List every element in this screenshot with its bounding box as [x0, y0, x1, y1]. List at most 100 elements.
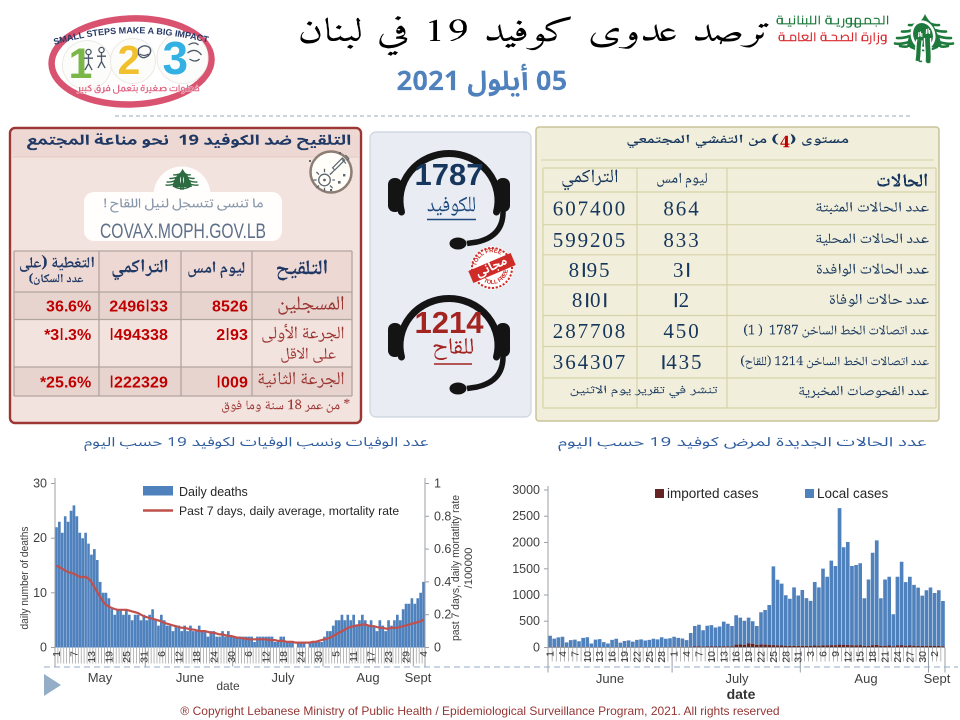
svg-text:4: 4	[681, 651, 693, 657]
svg-text:12: 12	[842, 651, 854, 663]
svg-text:*3.3%: *3.3%	[44, 327, 91, 344]
svg-text:COVAX.MOPH.GOV.LB: COVAX.MOPH.GOV.LB	[100, 219, 266, 243]
svg-text:7: 7	[68, 651, 80, 657]
svg-text:date: date	[216, 679, 240, 693]
svg-text:18: 18	[867, 651, 879, 663]
svg-text:29: 29	[401, 651, 413, 663]
svg-text:Local cases: Local cases	[817, 486, 889, 501]
svg-text:6: 6	[818, 651, 830, 657]
svg-text:® Copyright Lebanese Ministry: ® Copyright Lebanese Ministry of Public …	[180, 704, 779, 718]
svg-text:7: 7	[693, 651, 705, 657]
svg-text:21: 21	[880, 651, 892, 663]
svg-text:6: 6	[243, 651, 255, 657]
svg-text:3: 3	[673, 258, 684, 282]
svg-text:10: 10	[706, 651, 718, 663]
svg-text:1: 1	[669, 651, 681, 657]
svg-text:2500: 2500	[512, 509, 540, 523]
svg-text:0.2: 0.2	[434, 608, 451, 622]
svg-text:date: date	[727, 686, 756, 702]
svg-text:daily number of deaths: daily number of deaths	[19, 526, 31, 629]
svg-text:22: 22	[756, 651, 768, 663]
svg-text:June: June	[596, 671, 624, 686]
svg-text:Sept: Sept	[405, 670, 432, 685]
svg-text:0.4: 0.4	[434, 575, 451, 589]
svg-text:1500: 1500	[512, 562, 540, 576]
svg-text:0.8: 0.8	[434, 509, 451, 523]
svg-text:2: 2	[929, 651, 941, 657]
svg-text:May: May	[88, 670, 113, 685]
svg-text:12: 12	[261, 651, 273, 663]
svg-text:435: 435	[666, 350, 701, 374]
svg-text:Aug: Aug	[854, 671, 877, 686]
svg-text:11: 11	[348, 651, 360, 662]
svg-text:Sept: Sept	[924, 671, 951, 686]
svg-text:3000: 3000	[512, 483, 540, 497]
svg-text:24: 24	[892, 651, 904, 663]
svg-text:1787: 1787	[415, 157, 484, 192]
svg-text:833: 833	[663, 228, 698, 252]
svg-text:30: 30	[917, 651, 929, 663]
svg-text:Past 7 days, daily average, mo: Past 7 days, daily average, mortality ra…	[179, 504, 399, 518]
svg-text:2: 2	[679, 288, 690, 312]
svg-text:July: July	[271, 670, 295, 685]
svg-text:13: 13	[594, 651, 606, 663]
svg-text:/100000: /100000	[463, 548, 475, 589]
svg-text:30: 30	[226, 651, 238, 663]
svg-text:Daily deaths: Daily deaths	[179, 485, 248, 499]
svg-text:18: 18	[278, 651, 290, 663]
svg-text:July: July	[725, 671, 749, 686]
svg-text:18: 18	[191, 651, 203, 663]
svg-text:1000: 1000	[512, 588, 540, 602]
svg-text:36.6%: 36.6%	[46, 299, 91, 316]
svg-text:30: 30	[33, 477, 47, 491]
svg-text:293: 293	[216, 327, 248, 344]
svg-text:4: 4	[418, 651, 430, 657]
svg-text:13: 13	[718, 651, 730, 663]
svg-text:8526: 8526	[212, 299, 248, 316]
svg-text:3: 3	[163, 32, 189, 84]
svg-text:7: 7	[569, 651, 581, 657]
svg-text:249633: 249633	[109, 299, 168, 316]
svg-text:009: 009	[221, 375, 248, 392]
svg-text:imported cases: imported cases	[667, 486, 759, 501]
svg-text:25: 25	[768, 651, 780, 663]
svg-text:10: 10	[33, 586, 47, 600]
svg-text:25: 25	[121, 651, 133, 663]
svg-text:19: 19	[103, 651, 115, 663]
svg-text:12: 12	[173, 651, 185, 663]
svg-text:June: June	[176, 670, 204, 685]
svg-text:500: 500	[519, 614, 540, 628]
svg-text:0: 0	[434, 641, 441, 655]
svg-text:16: 16	[731, 651, 743, 663]
svg-text:31: 31	[793, 651, 805, 663]
svg-text:5: 5	[331, 651, 343, 657]
svg-text:23: 23	[383, 651, 395, 663]
svg-text:20: 20	[33, 531, 47, 545]
svg-text:Aug: Aug	[356, 670, 379, 685]
svg-text:2: 2	[118, 37, 141, 83]
svg-text:25: 25	[644, 651, 656, 663]
svg-text:0: 0	[533, 641, 540, 655]
svg-text:28: 28	[656, 651, 668, 663]
svg-text:494338: 494338	[114, 327, 168, 344]
svg-text:16: 16	[607, 651, 619, 663]
svg-text:24: 24	[208, 651, 220, 663]
svg-text:1: 1	[51, 651, 63, 657]
svg-text:2000: 2000	[512, 536, 540, 550]
svg-text:30: 30	[313, 651, 325, 663]
svg-text:1: 1	[545, 651, 557, 657]
svg-text:0.6: 0.6	[434, 542, 451, 556]
svg-text:15: 15	[855, 651, 867, 663]
svg-text:19: 19	[743, 651, 755, 663]
svg-text:24: 24	[296, 651, 308, 663]
svg-text:222329: 222329	[114, 375, 168, 392]
svg-text:864: 864	[663, 196, 699, 220]
svg-text:1214: 1214	[415, 305, 485, 340]
svg-text:17: 17	[366, 651, 378, 663]
svg-text:6: 6	[156, 651, 168, 657]
svg-text:9: 9	[830, 651, 842, 657]
svg-text:22: 22	[631, 651, 643, 663]
svg-text:31: 31	[138, 651, 150, 663]
svg-text:895: 895	[569, 258, 610, 282]
svg-text:past 7 days, daily mortatlity: past 7 days, daily mortatlity rate	[450, 495, 462, 641]
